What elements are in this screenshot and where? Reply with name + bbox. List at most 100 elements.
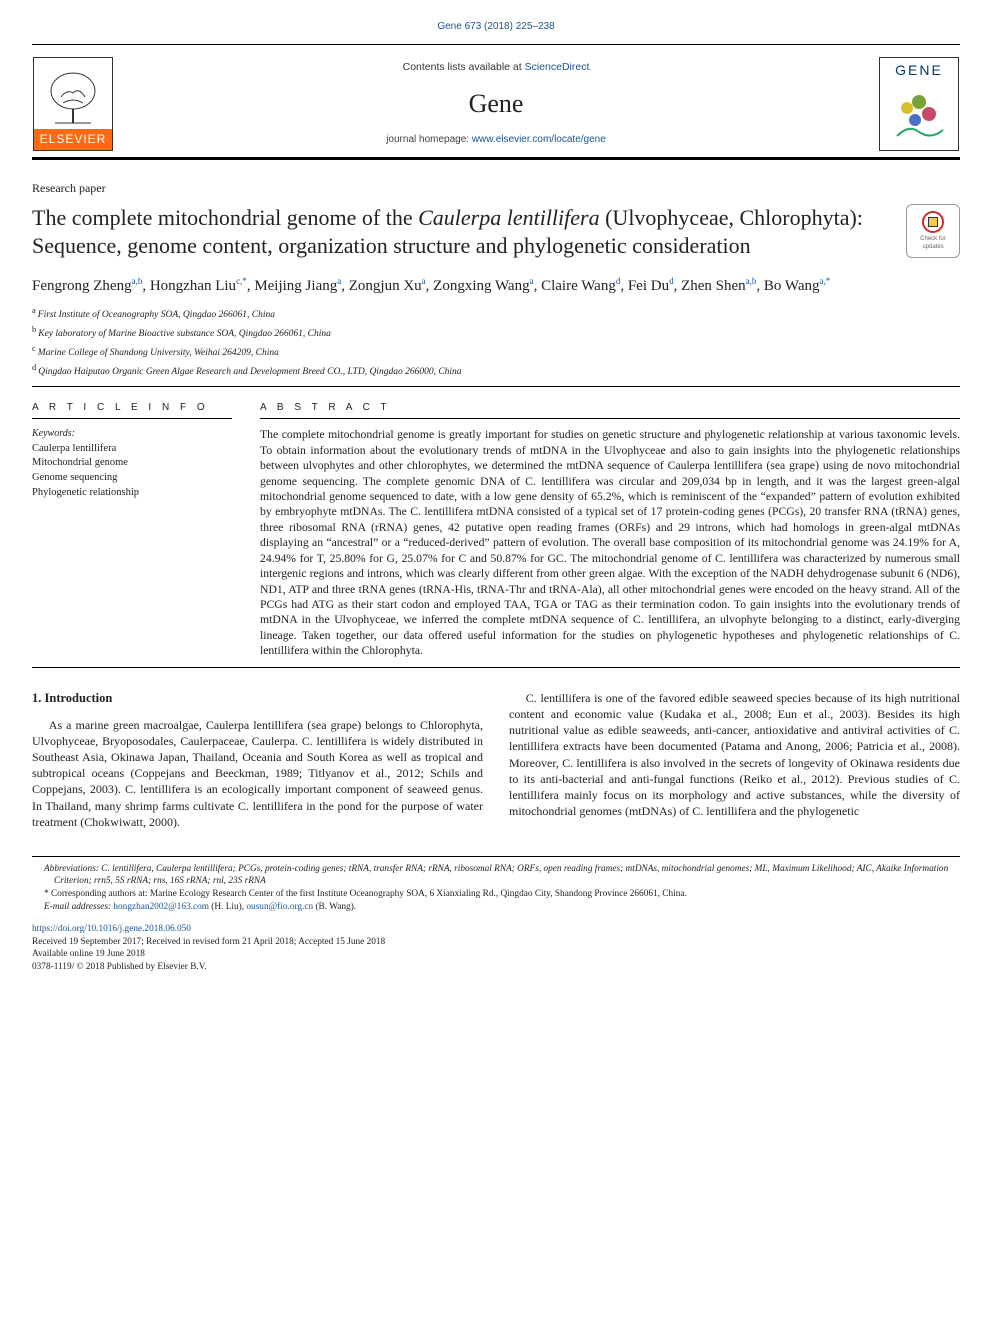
publisher-logo[interactable]: ELSEVIER [33, 57, 113, 151]
divider-after-abstract [32, 667, 960, 668]
abbrev-text: C. lentillifera, Caulerpa lentillifera; … [54, 864, 948, 887]
running-head: Gene 673 (2018) 225–238 [32, 20, 960, 34]
author: Zhen Shena,b [681, 278, 756, 294]
info-abstract-row: A R T I C L E I N F O Keywords: Caulerpa… [32, 401, 960, 659]
author-sup-link[interactable]: a [530, 276, 534, 286]
abstract-column: A B S T R A C T The complete mitochondri… [260, 401, 960, 659]
article-info-header: A R T I C L E I N F O [32, 401, 232, 420]
author-name: Zongxing Wang [433, 278, 529, 294]
author-sup-link[interactable]: a [422, 276, 426, 286]
author-name: Claire Wang [541, 278, 616, 294]
affiliation: cMarine College of Shandong University, … [32, 342, 960, 361]
email-link[interactable]: ousun@fio.org.cn [246, 902, 313, 912]
affiliations: aFirst Institute of Oceanography SOA, Qi… [32, 304, 960, 380]
keywords-label: Keywords: [32, 427, 232, 441]
author-sup-link[interactable]: d [616, 276, 621, 286]
keyword: Mitochondrial genome [32, 456, 232, 471]
body-paragraph: As a marine green macroalgae, Caulerpa l… [32, 717, 483, 830]
divider-top [32, 44, 960, 45]
publisher-logo-wrap: ELSEVIER [32, 57, 114, 151]
title-row: The complete mitochondrial genome of the… [32, 204, 960, 260]
affiliation: dQingdao Haiputao Organic Green Algae Re… [32, 361, 960, 380]
author-sup-link[interactable]: a,b [746, 276, 757, 286]
received-line: Received 19 September 2017; Received in … [32, 936, 960, 949]
author: Meijing Jianga [254, 278, 341, 294]
sciencedirect-link[interactable]: ScienceDirect [525, 61, 590, 73]
masthead-center: Contents lists available at ScienceDirec… [114, 60, 878, 147]
body-columns: 1. Introduction As a marine green macroa… [32, 690, 960, 830]
homepage-prefix: journal homepage: [386, 134, 472, 145]
footnote-abbrev: Abbreviations: C. lentillifera, Caulerpa… [44, 863, 960, 888]
title-pre: The complete mitochondrial genome of the [32, 205, 418, 230]
author: Claire Wangd [541, 278, 620, 294]
running-head-link[interactable]: Gene 673 (2018) 225–238 [437, 21, 554, 32]
aff-sup: b [32, 324, 36, 334]
author: Bo Wanga,* [764, 278, 830, 294]
contents-line: Contents lists available at ScienceDirec… [128, 60, 864, 74]
email-label: E-mail addresses: [44, 902, 113, 912]
running-head-journal: Gene [437, 21, 461, 32]
updates-line1: Check for [920, 235, 946, 243]
crossmark-icon [922, 211, 944, 233]
abstract-text: The complete mitochondrial genome is gre… [260, 427, 960, 659]
body-paragraph: C. lentillifera is one of the favored ed… [509, 690, 960, 820]
article-info-column: A R T I C L E I N F O Keywords: Caulerpa… [32, 401, 232, 659]
email-who: (H. Liu), [209, 902, 246, 912]
keyword: Caulerpa lentillifera [32, 442, 232, 457]
copyright-line: 0378-1119/ © 2018 Published by Elsevier … [32, 961, 960, 974]
email-link[interactable]: hongzhan2002@163.com [113, 902, 209, 912]
author-name: Zongjun Xu [349, 278, 422, 294]
aff-sup: c [32, 343, 36, 353]
author: Fei Dud [628, 278, 674, 294]
email-who: (B. Wang). [313, 902, 356, 912]
abbrev-label: Abbreviations: [44, 864, 99, 874]
check-updates-badge[interactable]: Check for updates [906, 204, 960, 258]
author: Zongjun Xua [349, 278, 426, 294]
footnotes: Abbreviations: C. lentillifera, Caulerpa… [32, 856, 960, 913]
footnote-corresponding: * Corresponding authors at: Marine Ecolo… [44, 888, 960, 901]
updates-line2: updates [922, 243, 943, 251]
homepage-line: journal homepage: www.elsevier.com/locat… [128, 133, 864, 147]
author: Hongzhan Liuc,* [150, 278, 247, 294]
article-type: Research paper [32, 180, 960, 196]
aff-sup: a [32, 305, 36, 315]
aff-text: First Institute of Oceanography SOA, Qin… [38, 310, 275, 320]
author-name: Meijing Jiang [254, 278, 337, 294]
author-sup-link[interactable]: d [669, 276, 674, 286]
cover-art-icon [880, 79, 958, 149]
masthead: ELSEVIER Contents lists available at Sci… [32, 49, 960, 157]
abstract-header: A B S T R A C T [260, 401, 960, 420]
author-sup-link[interactable]: c,* [236, 276, 247, 286]
keywords: Caulerpa lentillifera Mitochondrial geno… [32, 442, 232, 501]
aff-sup: d [32, 362, 36, 372]
keyword: Phylogenetic relationship [32, 486, 232, 501]
author-name: Zhen Shen [681, 278, 746, 294]
author-sup-link[interactable]: a [337, 276, 341, 286]
article-title: The complete mitochondrial genome of the… [32, 204, 890, 260]
journal-name: Gene [128, 86, 864, 121]
aff-text: Qingdao Haiputao Organic Green Algae Res… [38, 367, 461, 377]
cover-thumb-wrap: GENE [878, 57, 960, 151]
divider-after-aff [32, 386, 960, 387]
title-species: Caulerpa lentillifera [418, 205, 600, 230]
journal-homepage-link[interactable]: www.elsevier.com/locate/gene [472, 134, 606, 145]
footer: https://doi.org/10.1016/j.gene.2018.06.0… [32, 923, 960, 973]
author-sup-link[interactable]: a,b [132, 276, 143, 286]
keyword: Genome sequencing [32, 471, 232, 486]
author-sup-link[interactable]: a,* [820, 276, 831, 286]
elsevier-tree-icon [43, 69, 103, 129]
author-name: Fengrong Zheng [32, 278, 132, 294]
cover-title: GENE [895, 61, 943, 80]
footnote-emails: E-mail addresses: hongzhan2002@163.com (… [44, 901, 960, 914]
affiliation: aFirst Institute of Oceanography SOA, Qi… [32, 304, 960, 323]
author: Zongxing Wanga [433, 278, 533, 294]
author-name: Fei Du [628, 278, 669, 294]
contents-prefix: Contents lists available at [403, 61, 525, 73]
doi-link[interactable]: https://doi.org/10.1016/j.gene.2018.06.0… [32, 924, 191, 934]
section-heading: 1. Introduction [32, 690, 483, 707]
author: Fengrong Zhenga,b [32, 278, 142, 294]
running-head-citation: 673 (2018) 225–238 [465, 21, 555, 32]
aff-text: Key laboratory of Marine Bioactive subst… [38, 329, 331, 339]
journal-cover-thumb[interactable]: GENE [879, 57, 959, 151]
aff-text: Marine College of Shandong University, W… [38, 348, 279, 358]
